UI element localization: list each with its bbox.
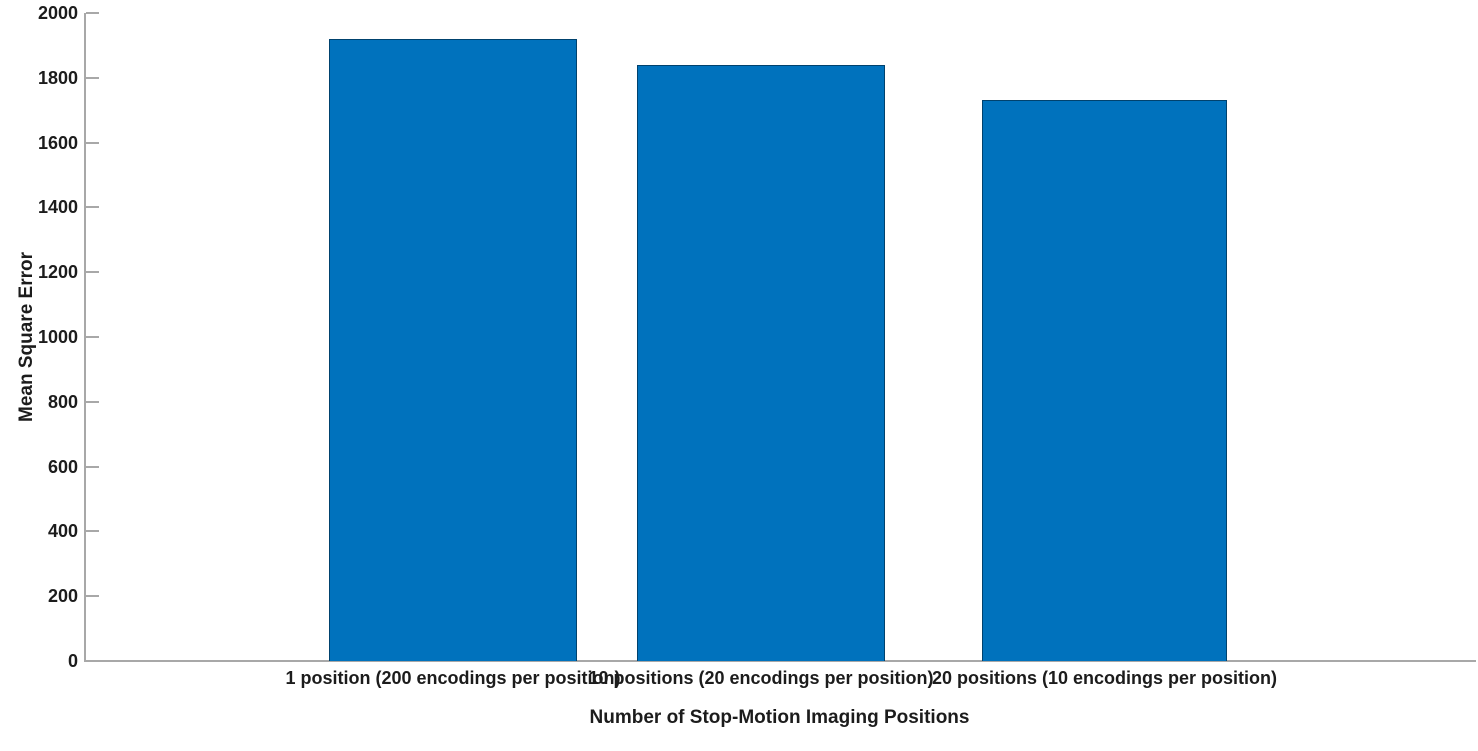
y-tick-mark — [86, 206, 99, 209]
y-tick-mark — [86, 76, 99, 79]
y-tick-mark — [86, 530, 99, 533]
x-tick-label: 1 position (200 encodings per position) — [285, 668, 621, 688]
y-tick-mark — [86, 336, 99, 338]
x-tick-label: 20 positions (10 encodings per position) — [931, 668, 1278, 688]
x-axis-line — [84, 660, 1476, 662]
y-tick-mark — [86, 141, 99, 144]
bar — [637, 65, 885, 661]
y-tick-label: 2000 — [37, 3, 78, 23]
y-tick-label: 1600 — [37, 132, 78, 153]
y-axis-title: Mean Square Error — [16, 252, 37, 422]
y-tick-mark — [86, 400, 99, 403]
y-tick-label: 1200 — [37, 262, 78, 283]
y-tick-label: 200 — [47, 586, 78, 607]
y-tick-mark — [86, 12, 99, 14]
x-axis-title: Number of Stop-Motion Imaging Positions — [589, 707, 970, 728]
bar — [982, 100, 1227, 661]
y-tick-label: 1000 — [37, 327, 78, 347]
y-tick-label: 800 — [47, 391, 78, 412]
y-tick-label: 1800 — [37, 67, 78, 88]
y-tick-label: 600 — [47, 456, 78, 477]
bar — [329, 39, 577, 661]
y-tick-label: 1400 — [37, 197, 78, 218]
y-tick-label: 0 — [67, 651, 78, 671]
y-axis-line — [84, 13, 86, 661]
y-tick-mark — [86, 595, 99, 598]
y-tick-mark — [86, 271, 99, 274]
y-tick-mark — [86, 465, 99, 468]
y-tick-label: 400 — [47, 521, 78, 542]
x-tick-label: 10 positions (20 encodings per position) — [588, 668, 934, 688]
